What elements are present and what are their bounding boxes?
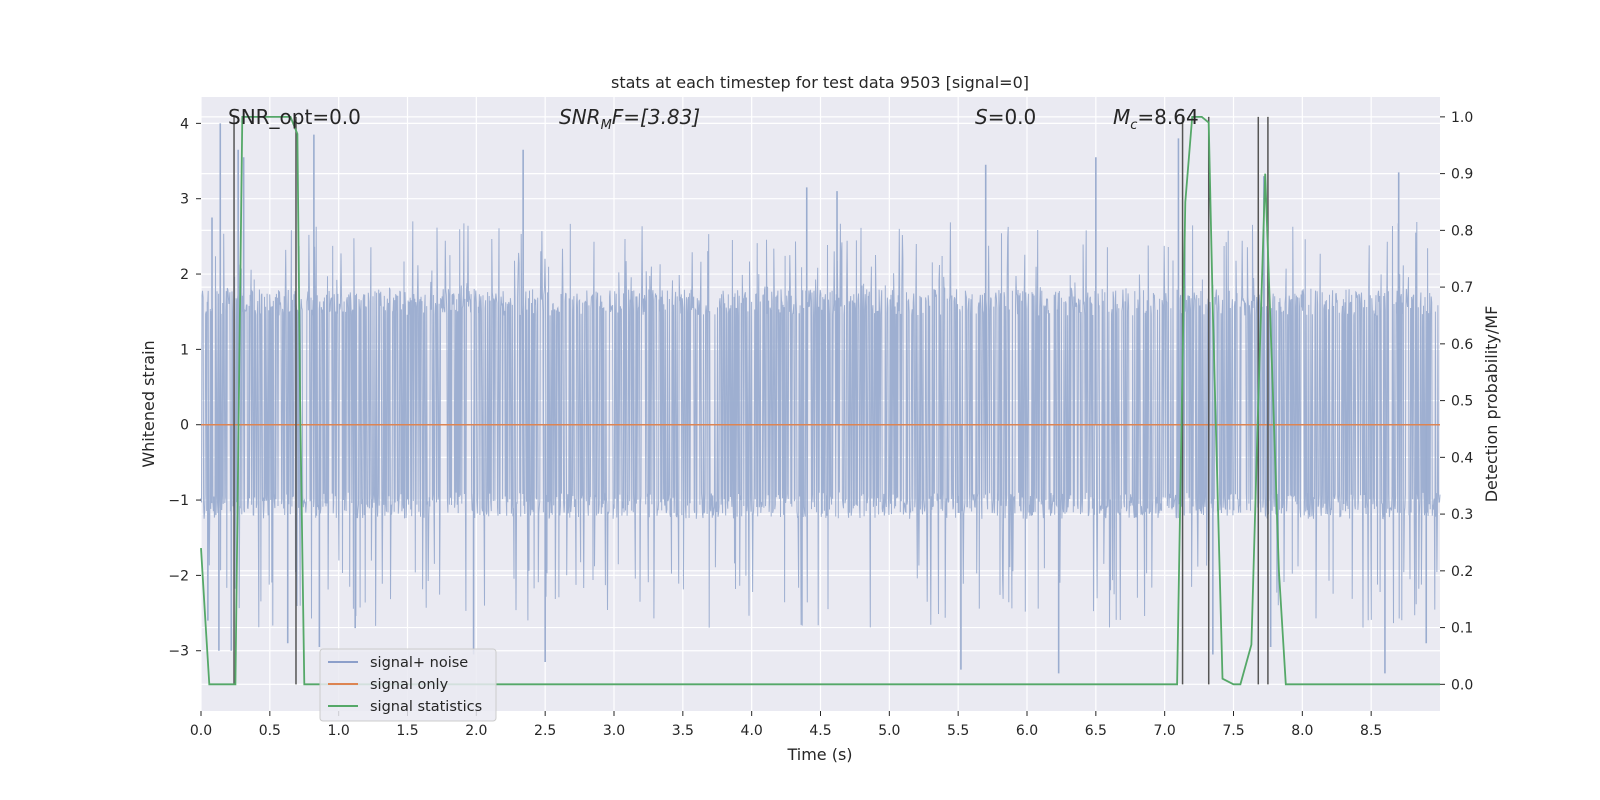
x-tick-label-12: 6.0 <box>1016 723 1038 739</box>
annotation-snr-mf-sub: M <box>601 118 612 133</box>
x-tick-label-6: 3.0 <box>603 723 625 739</box>
annotation-snr-mf-rest: F=[3.83] <box>612 105 700 129</box>
y-tick-label-0: −3 <box>168 644 189 660</box>
annotation-snr-mf: SNRMF=[3.83] <box>559 105 700 133</box>
y-axis-label: Whitened strain <box>139 340 158 467</box>
x-tick-label-4: 2.0 <box>465 723 487 739</box>
x-axis-label: Time (s) <box>786 745 852 764</box>
y2-tick-label-7: 0.7 <box>1451 280 1473 296</box>
y-axis-ticks: −3 −2 −1 0 1 2 3 4 <box>168 116 201 660</box>
legend-label-signal-noise: signal+ noise <box>370 655 468 671</box>
y-tick-label-7: 4 <box>180 116 189 132</box>
y-tick-label-1: −2 <box>168 568 189 584</box>
y-tick-label-6: 3 <box>180 192 189 208</box>
x-tick-label-2: 1.0 <box>328 723 350 739</box>
annotation-mc: Mc=8.64 <box>1113 105 1199 133</box>
y-tick-label-2: −1 <box>168 493 189 509</box>
series-signal-noise <box>200 123 1441 674</box>
y2-tick-label-5: 0.5 <box>1451 394 1473 410</box>
legend-label-signal-statistics: signal statistics <box>370 699 482 715</box>
annotation-snr-opt: SNR_opt=0.0 <box>228 105 361 129</box>
legend: signal+ noise signal only signal statist… <box>319 648 497 722</box>
y2-tick-label-10: 1.0 <box>1451 110 1473 126</box>
noise-trace <box>200 221 1441 628</box>
x-tick-label-3: 1.5 <box>396 723 418 739</box>
signal-statistics-line <box>200 116 1440 686</box>
y2-tick-label-1: 0.1 <box>1451 621 1473 637</box>
annotation-snr-mf-base: SNR <box>559 105 601 129</box>
y-tick-label-3: 0 <box>180 418 189 434</box>
x-tick-label-13: 6.5 <box>1085 723 1107 739</box>
y-tick-label-4: 1 <box>180 342 189 358</box>
x-tick-label-8: 4.0 <box>741 723 763 739</box>
y-tick-label-5: 2 <box>180 267 189 283</box>
y2-tick-label-8: 0.8 <box>1451 223 1473 239</box>
x-tick-label-16: 8.0 <box>1291 723 1313 739</box>
x-tick-label-15: 7.5 <box>1222 723 1244 739</box>
legend-label-signal-only: signal only <box>370 677 449 693</box>
annotation-s-italic: S <box>975 105 988 129</box>
x-tick-label-14: 7.0 <box>1154 723 1176 739</box>
legend-box <box>319 648 497 722</box>
x-tick-label-1: 0.5 <box>259 723 281 739</box>
x-tick-label-10: 5.0 <box>878 723 900 739</box>
x-tick-label-0: 0.0 <box>190 723 212 739</box>
y2-tick-label-2: 0.2 <box>1451 564 1473 580</box>
x-tick-label-9: 4.5 <box>809 723 831 739</box>
x-tick-label-5: 2.5 <box>534 723 556 739</box>
y2-axis-ticks: 0.0 0.1 0.2 0.3 0.4 0.5 0.6 0.7 0.8 0.9 1.0 <box>1440 110 1473 693</box>
series-signal-statistics <box>200 116 1440 686</box>
annotation-mc-rest: =8.64 <box>1137 105 1198 129</box>
annotation-s-rest: =0.0 <box>988 105 1037 129</box>
y2-tick-label-3: 0.3 <box>1451 507 1473 523</box>
y2-axis-label: Detection probability/MF <box>1482 306 1501 503</box>
x-tick-label-17: 8.5 <box>1360 723 1382 739</box>
y2-tick-label-4: 0.4 <box>1451 450 1473 466</box>
y2-tick-label-9: 0.9 <box>1451 167 1473 183</box>
annotation-mc-sub: c <box>1130 118 1137 133</box>
annotation-mc-base: M <box>1113 105 1130 129</box>
y2-tick-label-0: 0.0 <box>1451 677 1473 693</box>
x-axis-ticks: 0.0 0.5 1.0 1.5 2.0 2.5 3.0 3.5 4.0 4.5 5.0 5.5 6.0 6… <box>190 711 1382 739</box>
annotation-s: S=0.0 <box>975 105 1036 129</box>
chart-title: stats at each timestep for test data 950… <box>611 73 1029 92</box>
x-tick-label-11: 5.5 <box>947 723 969 739</box>
x-tick-label-7: 3.5 <box>672 723 694 739</box>
y2-tick-label-6: 0.6 <box>1451 337 1473 353</box>
